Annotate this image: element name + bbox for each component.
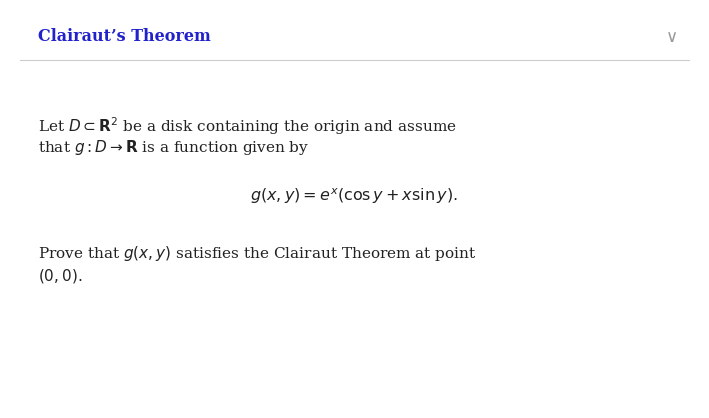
Text: ∨: ∨ [666,28,678,46]
Text: Prove that $g(x,y)$ satisfies the Clairaut Theorem at point: Prove that $g(x,y)$ satisfies the Claira… [38,244,476,263]
Text: that $g : D \rightarrow \mathbf{R}$ is a function given by: that $g : D \rightarrow \mathbf{R}$ is a… [38,138,309,157]
Text: Let $D \subset \mathbf{R}^2$ be a disk containing the origin and assume: Let $D \subset \mathbf{R}^2$ be a disk c… [38,115,457,137]
Text: $g(x,y) = e^{x}(\cos y + x\sin y).$: $g(x,y) = e^{x}(\cos y + x\sin y).$ [250,186,459,206]
Text: Clairaut’s Theorem: Clairaut’s Theorem [38,28,211,45]
Text: $(0,0).$: $(0,0).$ [38,267,82,285]
